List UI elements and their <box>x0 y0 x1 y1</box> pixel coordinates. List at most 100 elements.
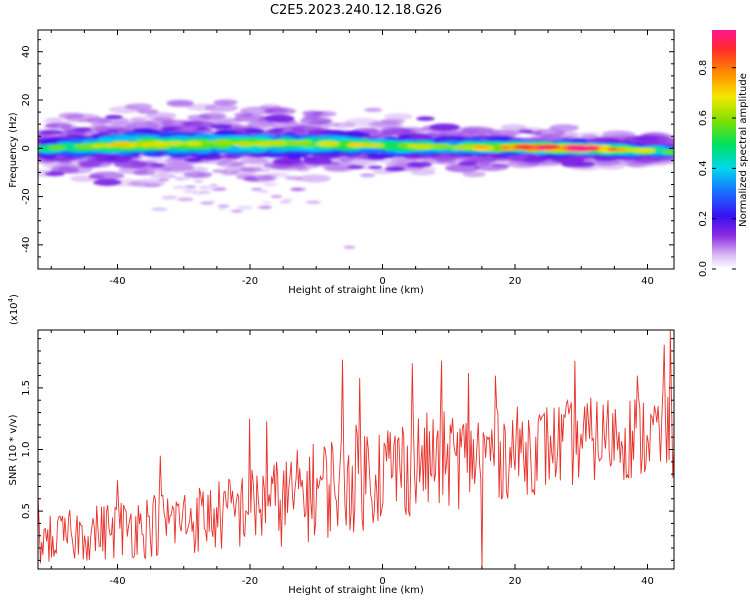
colorbar-tick-label: 0.0 <box>698 261 709 277</box>
spectrogram-cell <box>250 187 263 191</box>
spectrogram-cell <box>233 141 256 147</box>
spectrogram-cell <box>302 110 324 116</box>
spectrogram-cell <box>282 198 294 202</box>
spectrogram-cell <box>581 134 598 138</box>
spectrogram-cell <box>339 158 355 163</box>
spectrogram-cell <box>606 147 618 151</box>
spectrogram-cell <box>141 143 153 147</box>
spectrogram-cell <box>192 192 203 196</box>
spectrogram-cell <box>633 135 659 142</box>
spectrogram-cell <box>406 144 419 148</box>
spectrogram-cell <box>216 160 244 168</box>
snr-xtick-label: 40 <box>641 576 654 587</box>
spectrogram-cell <box>177 197 194 202</box>
snr-xtick-label: -20 <box>242 576 258 587</box>
spectrogram-cell <box>174 178 185 181</box>
spectrogram-cell <box>260 205 273 209</box>
spectrogram-cell <box>263 114 295 123</box>
spectrogram-cell <box>157 178 170 182</box>
snr-y-multiplier-exp: 4 <box>7 297 15 302</box>
spectrogram-cell <box>217 208 226 211</box>
spectrogram-frame <box>37 29 675 270</box>
spectrogram-cell <box>428 123 460 132</box>
spectrogram-cell <box>127 181 150 187</box>
spectrogram-cell <box>107 156 119 159</box>
spectrogram-cell <box>146 157 163 162</box>
spectrogram-x-ticks: -40 -20 0 20 40 <box>50 30 654 287</box>
spectrogram-cell <box>240 166 262 172</box>
spectrogram-cell <box>243 128 265 134</box>
spectrogram-cell <box>125 121 160 130</box>
spectrogram-cell <box>184 157 203 163</box>
spectrogram-cell <box>45 117 63 122</box>
spectrogram-cell <box>57 161 73 166</box>
spectrogram-ytick-label: 0 <box>21 145 32 151</box>
snr-ytick-label: 1.5 <box>21 380 32 396</box>
spectrogram-cell <box>231 170 240 173</box>
spectrogram-y-axis-label: Frequency (Hz) <box>8 112 19 188</box>
spectrogram-cell <box>535 145 556 150</box>
spectrogram-cell <box>152 141 168 146</box>
spectrogram-cell <box>184 185 197 189</box>
spectrogram-cell <box>364 107 383 113</box>
spectrogram-cell <box>38 145 49 151</box>
spectrogram-cell <box>93 179 122 186</box>
spectrogram-cell <box>132 170 155 176</box>
spectrogram-cell <box>58 112 84 119</box>
spectrogram-cell <box>234 114 267 123</box>
spectrogram-cell <box>305 200 321 205</box>
spectrogram-cell <box>272 142 285 146</box>
spectrogram-cell <box>211 187 227 192</box>
spectrogram-cell <box>229 127 243 131</box>
spectrogram-cell <box>183 171 213 179</box>
spectrogram-cell <box>39 129 63 136</box>
spectrogram-cell <box>124 103 153 111</box>
snr-y-multiplier: (x104) <box>7 294 20 325</box>
spectrogram-y-ticks: -40 -20 0 20 40 <box>21 39 674 270</box>
spectrogram-cell <box>473 145 485 149</box>
spectrogram-cell <box>461 126 495 135</box>
spectrogram-cell <box>304 137 320 142</box>
snr-y-axis-label: SNR (10 * v/v) <box>8 414 19 485</box>
spectrogram-cell <box>236 205 253 210</box>
spectrogram-cell <box>270 128 285 132</box>
spectrogram-cell <box>253 141 276 147</box>
spectrogram-cell <box>150 163 166 167</box>
spectrogram-cell <box>315 141 333 147</box>
spectrogram-cell <box>347 164 365 170</box>
spectrogram-cell <box>489 129 519 137</box>
spectrogram-cell <box>238 146 256 151</box>
spectrogram-cell <box>168 175 177 178</box>
spectrogram-cell <box>200 201 214 205</box>
spectrogram-cell <box>384 113 413 121</box>
snr-xtick-label: 0 <box>379 576 385 587</box>
spectrogram-cell <box>504 155 527 161</box>
snr-panel: -40 -20 0 20 40 0.5 1.0 1.5 Height of straight… <box>7 294 675 596</box>
spectrogram-cell <box>151 207 168 212</box>
spectrogram-cell <box>130 116 149 121</box>
spectrogram-cell <box>73 127 93 132</box>
spectrogram-cell <box>570 138 588 143</box>
spectrogram-cell <box>209 184 219 187</box>
spectrogram-xtick-label: 0 <box>379 276 385 287</box>
spectrogram-cell <box>343 245 356 249</box>
spectrogram-ytick-label: -20 <box>21 188 32 204</box>
spectrogram-cell <box>332 122 357 129</box>
spectrogram-cell <box>346 142 366 148</box>
spectrogram-cell <box>217 204 230 208</box>
spectrogram-cell <box>137 108 159 115</box>
colorbar-tick-label: 0.4 <box>698 160 709 176</box>
spectrogram-cell <box>363 143 385 149</box>
spectrogram-cell <box>378 146 390 150</box>
spectrogram-x-axis-label: Height of straight line (km) <box>288 285 424 296</box>
spectrogram-cell <box>359 173 376 178</box>
spectrogram-cell <box>105 114 123 120</box>
spectrogram-cell <box>161 127 177 132</box>
spectrogram-cell <box>182 120 216 129</box>
colorbar-ticks: 0.0 0.2 0.4 0.6 0.8 <box>698 60 736 277</box>
spectrogram-cell <box>444 163 480 173</box>
spectrogram-cell <box>594 159 621 167</box>
spectrogram-cell <box>113 160 148 169</box>
spectrogram-cell <box>270 195 283 199</box>
